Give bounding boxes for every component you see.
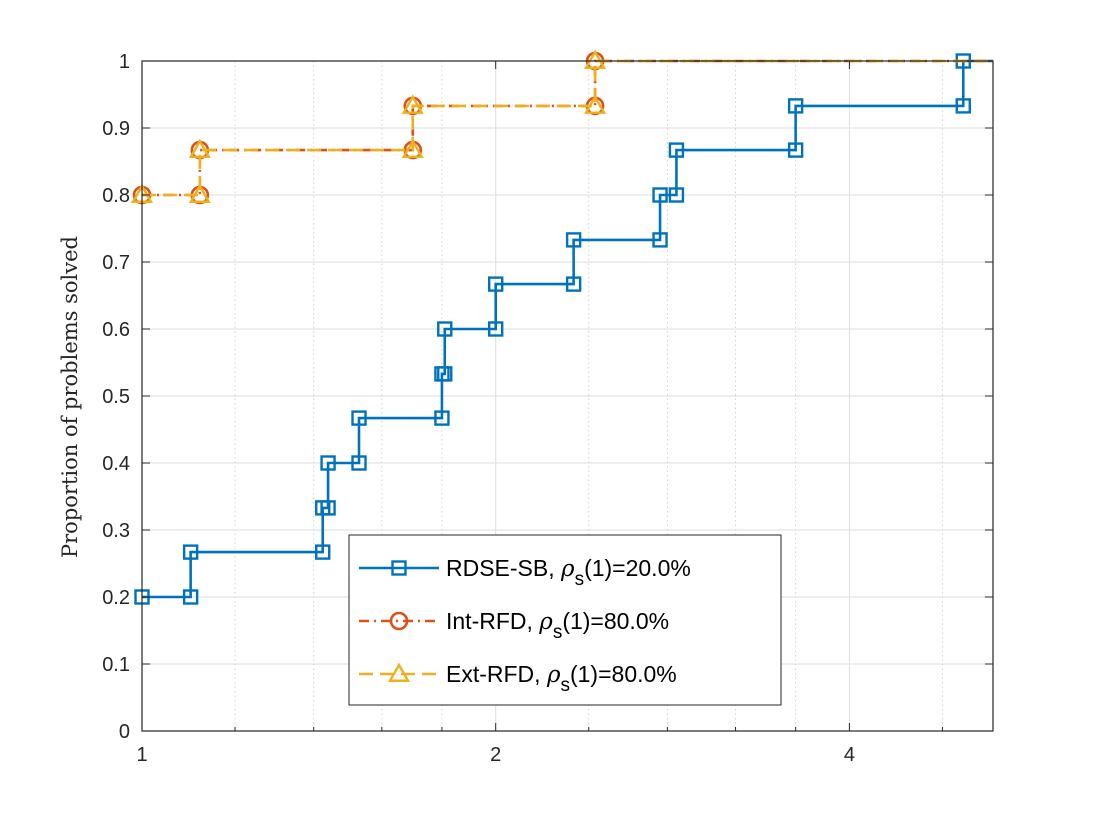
data-point-rdse-sb	[488, 321, 504, 337]
x-tick-label: 2	[490, 744, 501, 766]
data-point-rdse-sb	[437, 366, 453, 382]
series-layer	[130, 49, 993, 605]
data-point-rdse-sb	[955, 98, 971, 114]
data-point-rdse-sb	[787, 142, 804, 158]
legend-label-rdse-sb: RDSE-SB, ρs(1)=20.0%	[446, 555, 691, 590]
data-point-rdse-sb	[182, 589, 199, 605]
y-tick-label: 0	[119, 721, 130, 743]
legend: RDSE-SB, ρs(1)=20.0% Int-RFD, ρs(1)=80.0%…	[348, 534, 782, 706]
y-tick-label: 0.2	[102, 587, 130, 609]
legend-label-int-rfd: Int-RFD, ρs(1)=80.0%	[446, 608, 669, 643]
data-point-rdse-sb	[565, 276, 582, 292]
data-point-ext-rfd	[188, 138, 211, 159]
data-point-rdse-sb	[652, 232, 668, 248]
data-point-rdse-sb	[652, 187, 668, 203]
data-point-rdse-sb	[668, 187, 685, 203]
data-point-rdse-sb	[320, 500, 336, 516]
data-point-rdse-sb	[182, 544, 199, 560]
data-point-ext-rfd	[401, 94, 424, 114]
y-tick-label: 0.8	[102, 185, 130, 207]
y-tick-label: 0.1	[102, 654, 130, 676]
data-point-ext-rfd	[188, 183, 211, 203]
legend-marker-ext-rfd	[387, 662, 411, 682]
data-point-ext-rfd	[584, 49, 607, 69]
data-point-ext-rfd	[401, 138, 424, 159]
y-tick-label: 1	[119, 51, 130, 73]
data-point-ext-rfd	[584, 94, 607, 114]
data-point-rdse-sb	[434, 410, 450, 426]
y-tick-label: 0.5	[102, 386, 130, 408]
y-tick-label: 0.3	[102, 520, 130, 542]
series-ext-rfd	[130, 49, 993, 203]
series-line-rdse-sb	[142, 59, 993, 599]
data-point-rdse-sb	[351, 410, 367, 426]
axes-layer: 0 0.1 0.2 0.3 0.4 0.5 0.6 0.7 0.8 0.9 1 1 2 4	[102, 51, 994, 766]
data-point-rdse-sb	[351, 455, 367, 471]
y-tick-label: 0.4	[102, 453, 130, 475]
x-tick-label: 1	[136, 744, 147, 766]
x-tick-label: 4	[844, 744, 855, 766]
data-point-rdse-sb	[315, 544, 331, 560]
series-rdse-sb	[134, 53, 993, 605]
data-point-rdse-sb	[320, 455, 336, 471]
data-point-rdse-sb	[437, 321, 453, 337]
y-axis-label: Proportion of problems solved	[58, 236, 82, 558]
y-tick-label: 0.9	[102, 118, 130, 140]
legend-label-ext-rfd: Ext-RFD, ρs(1)=80.0%	[446, 661, 677, 696]
y-tick-label: 0.7	[102, 252, 130, 274]
data-point-rdse-sb	[668, 142, 685, 158]
y-tick-label: 0.6	[102, 319, 130, 341]
legend-marker-int-rfd	[389, 611, 409, 631]
data-point-rdse-sb	[565, 232, 582, 248]
legend-box	[348, 534, 782, 706]
data-point-rdse-sb	[787, 98, 804, 114]
legend-marker-rdse-sb	[391, 560, 407, 576]
data-point-rdse-sb	[488, 276, 504, 292]
